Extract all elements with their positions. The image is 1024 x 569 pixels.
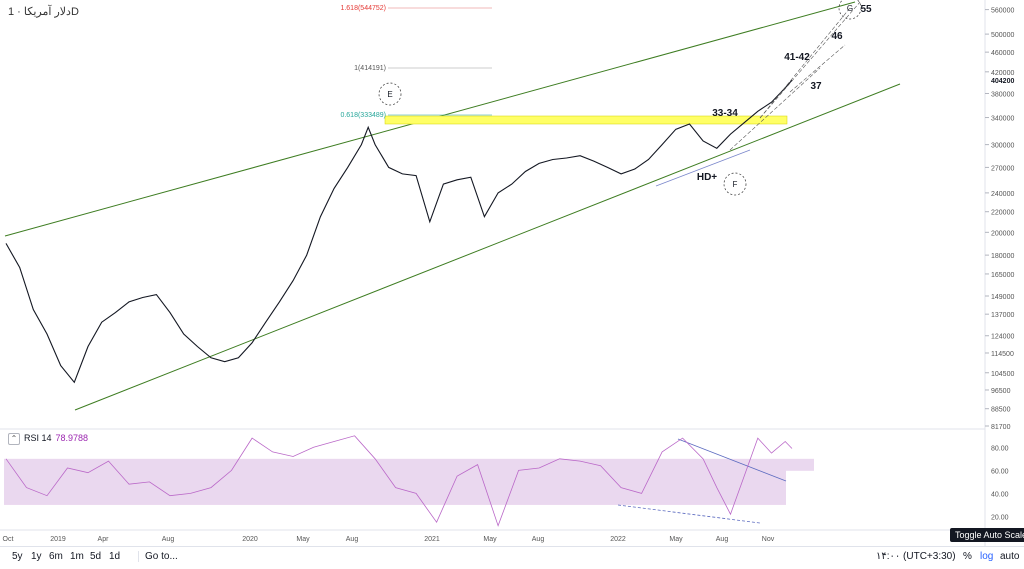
- wave-count-label: 46: [831, 31, 843, 42]
- price-series: [5, 79, 793, 384]
- wave-label: E: [387, 90, 392, 99]
- goto-button[interactable]: Go to...: [138, 551, 178, 562]
- wave-count-label: 55: [860, 4, 872, 15]
- percent-toggle[interactable]: %: [963, 551, 972, 562]
- wave-circle: [378, 82, 402, 106]
- time-tick-label: Aug: [716, 536, 729, 543]
- range-1m-button[interactable]: 1m: [70, 551, 84, 562]
- wave-label: F: [733, 180, 738, 189]
- range-5y-button[interactable]: 5y: [12, 551, 23, 562]
- rsi-pane: [4, 435, 814, 527]
- rsi-band-ext: [786, 458, 814, 471]
- price-tick-label: 180000: [991, 253, 1014, 260]
- wedge-line: [789, 44, 846, 93]
- rsi-tick-label: 60.00: [991, 468, 1009, 475]
- collapse-indicator-icon[interactable]: ⌃: [8, 433, 20, 445]
- wedge-line: [729, 67, 821, 151]
- price-axis: 560000 500000 460000 420000 380000 340000 3000…: [985, 8, 1024, 431]
- time-tick-label: Nov: [762, 536, 775, 543]
- price-tick-label: 560000: [991, 8, 1014, 15]
- price-tick-label: 81700: [991, 424, 1011, 431]
- wave-count-label: 37: [810, 81, 822, 92]
- time-tick-label: Apr: [98, 536, 110, 543]
- time-tick-label: Aug: [162, 536, 175, 543]
- price-tick-label: 137000: [991, 312, 1014, 319]
- rsi-name: RSI 14: [24, 433, 52, 443]
- price-tick-label: 340000: [991, 116, 1014, 123]
- price-tick-label: 240000: [991, 191, 1014, 198]
- chart-canvas[interactable]: 1.618(544752)1(414191)0.618(333489) EFG 5…: [0, 0, 1024, 546]
- range-5d-button[interactable]: 5d: [90, 551, 102, 562]
- range-1d-button[interactable]: 1d: [109, 551, 121, 562]
- price-tick-label: 380000: [991, 91, 1014, 98]
- time-tick-label: May: [296, 536, 310, 543]
- time-tick-label: Aug: [346, 536, 359, 543]
- time-tick-label: Oct: [3, 536, 14, 543]
- price-tick-label: 420000: [991, 70, 1014, 77]
- range-6m-button[interactable]: 6m: [49, 551, 63, 562]
- price-tick-label: 149000: [991, 294, 1014, 301]
- wave-circle: [838, 0, 862, 20]
- rsi-trendline: [677, 438, 787, 482]
- divergence-line: [655, 149, 751, 187]
- price-tick-label: 114500: [991, 351, 1014, 358]
- wave-count-label: 33-34: [712, 108, 738, 119]
- price-tick-label: 200000: [991, 230, 1014, 237]
- last-price-bg: [986, 75, 1024, 86]
- auto-scale-tooltip: Toggle Auto Scale: [950, 528, 1024, 542]
- rsi-tick-label: 20.00: [991, 514, 1009, 521]
- range-1y-button[interactable]: 1y: [31, 551, 42, 562]
- log-toggle[interactable]: log: [980, 551, 994, 562]
- time-tick-label: 2020: [242, 536, 258, 543]
- wave-count-label: HD+: [697, 172, 717, 183]
- rsi-axis: 80.00 60.00 40.00 20.00: [991, 445, 1009, 521]
- price-line: [5, 79, 793, 384]
- price-channel: [4, 1, 901, 411]
- rsi-line: [5, 435, 793, 527]
- rsi-value: 78.9788: [55, 433, 89, 443]
- resistance-zone: [384, 115, 788, 125]
- fib-label: 1(414191): [354, 65, 386, 72]
- price-tick-label: 88500: [991, 407, 1011, 414]
- price-tick-label: 165000: [991, 272, 1014, 279]
- symbol-title: دلار آمریکا · 1D: [8, 6, 79, 18]
- rsi-tick-label: 80.00: [991, 445, 1009, 452]
- last-price-label: 404200: [991, 78, 1014, 85]
- price-tick-label: 270000: [991, 165, 1014, 172]
- timezone-button[interactable]: ۱۴:۰۰ (UTC+3:30): [876, 551, 956, 562]
- time-tick-label: 2022: [610, 536, 626, 543]
- fib-label: 0.618(333489): [340, 112, 386, 119]
- wave-annotations: E F G 55 46 41-42 37 33-34 HD+: [378, 0, 872, 196]
- time-tick-label: 2021: [424, 536, 440, 543]
- time-tick-label: 2019: [50, 536, 66, 543]
- time-tick-label: Aug: [532, 536, 545, 543]
- rsi-tick-label: 40.00: [991, 491, 1009, 498]
- rsi-divergence: [617, 504, 761, 524]
- time-tick-label: May: [669, 536, 683, 543]
- price-tick-label: 220000: [991, 210, 1014, 217]
- rsi-legend: RSI 14 78.9788: [24, 433, 88, 443]
- wave-count-label: 41-42: [784, 52, 810, 63]
- rsi-band: [4, 458, 786, 505]
- price-tick-label: 460000: [991, 50, 1014, 57]
- wave-circle: [723, 172, 747, 196]
- wedge-line: [759, 1, 861, 119]
- fib-label: 1.618(544752): [340, 5, 386, 12]
- grid: [0, 0, 986, 546]
- price-tick-label: 124000: [991, 334, 1014, 341]
- price-tick-label: 500000: [991, 32, 1014, 39]
- channel-lower: [74, 83, 901, 411]
- time-tick-label: May: [483, 536, 497, 543]
- price-tick-label: 300000: [991, 143, 1014, 150]
- time-axis: Oct 2019 Apr Aug 2020 May Aug 2021 May Aug 2022 May…: [0, 529, 985, 543]
- price-tick-label: 104500: [991, 371, 1014, 378]
- wave-label: G: [847, 4, 853, 13]
- fibonacci-levels: 1.618(544752) 1(414191) 0.618(333489): [340, 5, 788, 125]
- price-tick-label: 96500: [991, 388, 1011, 395]
- bottom-toolbar: 5y 1y 6m 1m 5d 1d Go to... ۱۴:۰۰ (UTC+3:…: [0, 546, 1024, 569]
- auto-toggle[interactable]: auto: [1000, 551, 1020, 562]
